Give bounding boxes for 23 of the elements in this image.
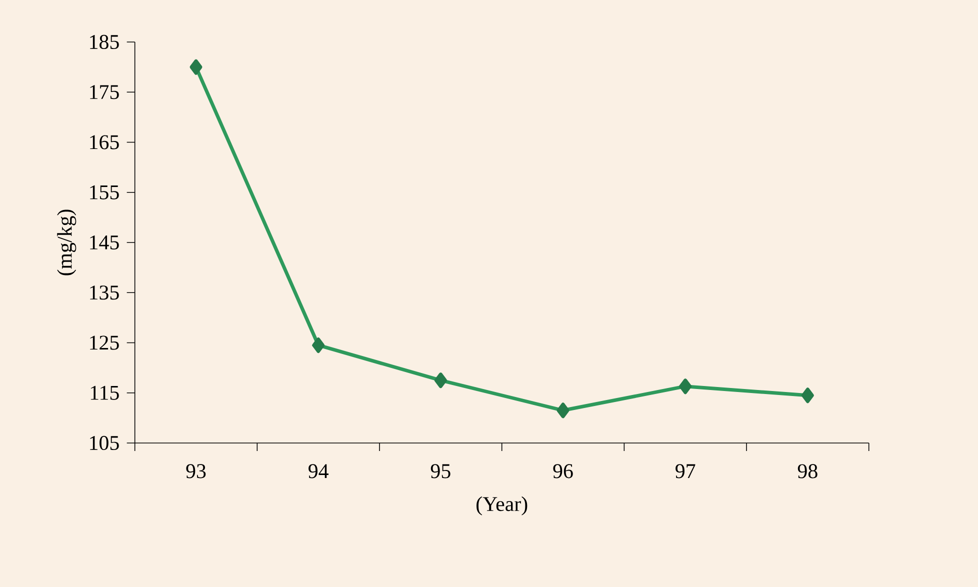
x-tick-label: 98: [798, 464, 818, 478]
x-tick-label: 94: [308, 464, 328, 478]
x-tick-label: 95: [430, 464, 450, 478]
y-tick-label: 115: [90, 386, 119, 400]
point: [434, 372, 447, 388]
point: [312, 337, 325, 353]
point: [801, 388, 814, 404]
x-tick-label: 96: [553, 464, 573, 478]
point: [679, 378, 692, 394]
y-tick-label: 175: [90, 85, 119, 100]
y-tick-label: 105: [90, 436, 119, 450]
x-tick-label: 93: [186, 464, 206, 478]
y-tick-label: 125: [90, 336, 119, 350]
y-tick-label: 145: [90, 235, 119, 250]
y-tick-label: 165: [90, 135, 119, 150]
y-axis-title: (mg/kg): [57, 210, 76, 276]
point: [190, 59, 202, 75]
x-tick-label: 97: [676, 464, 696, 478]
y-tick-label: 135: [90, 286, 119, 300]
x-axis-title: (Year): [476, 496, 528, 516]
point: [556, 402, 570, 418]
y-tick-label: 155: [90, 185, 119, 200]
y-tick-label: 185: [90, 34, 119, 50]
